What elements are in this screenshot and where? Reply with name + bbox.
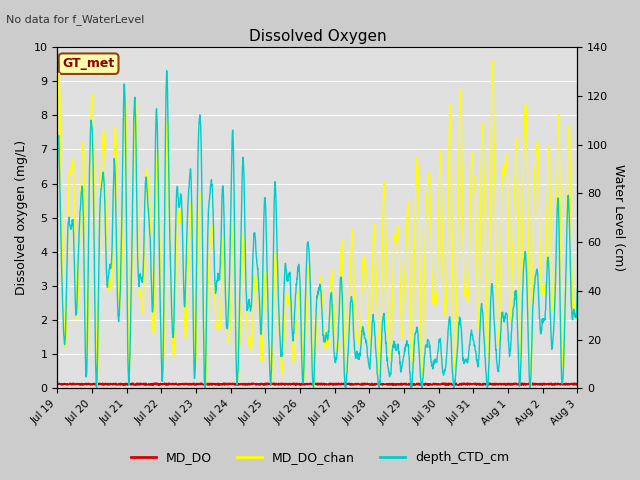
- Y-axis label: Water Level (cm): Water Level (cm): [612, 164, 625, 271]
- Text: GT_met: GT_met: [63, 57, 115, 70]
- Title: Dissolved Oxygen: Dissolved Oxygen: [248, 29, 386, 44]
- Y-axis label: Dissolved oxygen (mg/L): Dissolved oxygen (mg/L): [15, 140, 28, 295]
- Legend: MD_DO, MD_DO_chan, depth_CTD_cm: MD_DO, MD_DO_chan, depth_CTD_cm: [126, 446, 514, 469]
- Text: No data for f_WaterLevel: No data for f_WaterLevel: [6, 14, 145, 25]
